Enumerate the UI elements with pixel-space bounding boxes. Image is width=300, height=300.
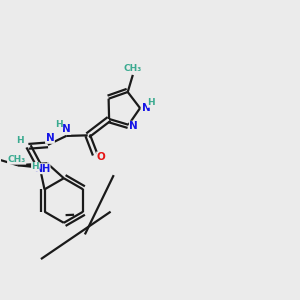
Text: CH₃: CH₃ — [8, 155, 26, 164]
Text: H: H — [148, 98, 155, 107]
Text: H: H — [55, 120, 63, 129]
Text: N: N — [142, 103, 150, 113]
Text: N: N — [62, 124, 71, 134]
Text: H: H — [32, 162, 39, 171]
Text: N: N — [130, 121, 138, 131]
Text: N: N — [46, 133, 54, 143]
Text: H: H — [16, 136, 23, 146]
Text: CH₃: CH₃ — [124, 64, 142, 74]
Text: NH: NH — [34, 164, 50, 174]
Text: O: O — [97, 152, 105, 162]
